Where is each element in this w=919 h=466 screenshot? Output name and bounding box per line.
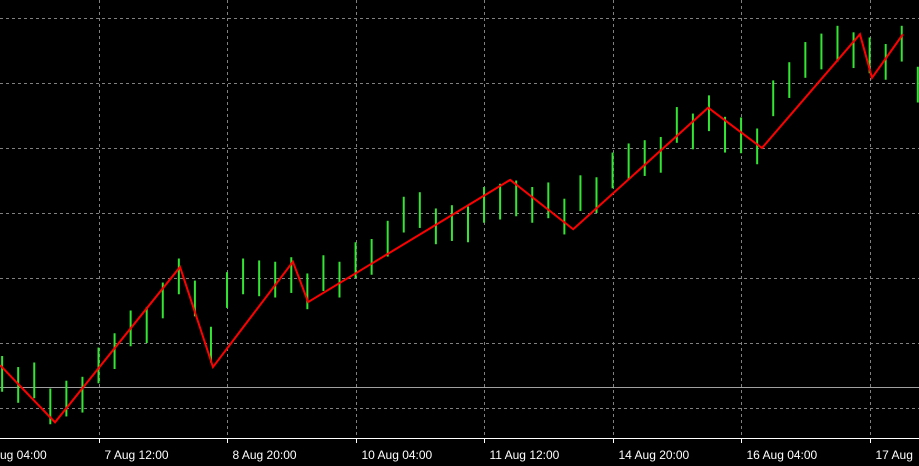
x-tick-label: 14 Aug 20:00 [619,448,690,462]
x-tick-label: 16 Aug 04:00 [747,448,818,462]
x-tick-label: 17 Aug [876,448,913,462]
x-tick-label: 8 Aug 20:00 [233,448,297,462]
x-tick-label: 7 Aug 12:00 [105,448,169,462]
x-tick-label: ug 04:00 [0,448,47,462]
zigzag-line [0,32,904,424]
x-tick-label: 10 Aug 04:00 [362,448,433,462]
x-tick-label: 11 Aug 12:00 [490,448,560,462]
